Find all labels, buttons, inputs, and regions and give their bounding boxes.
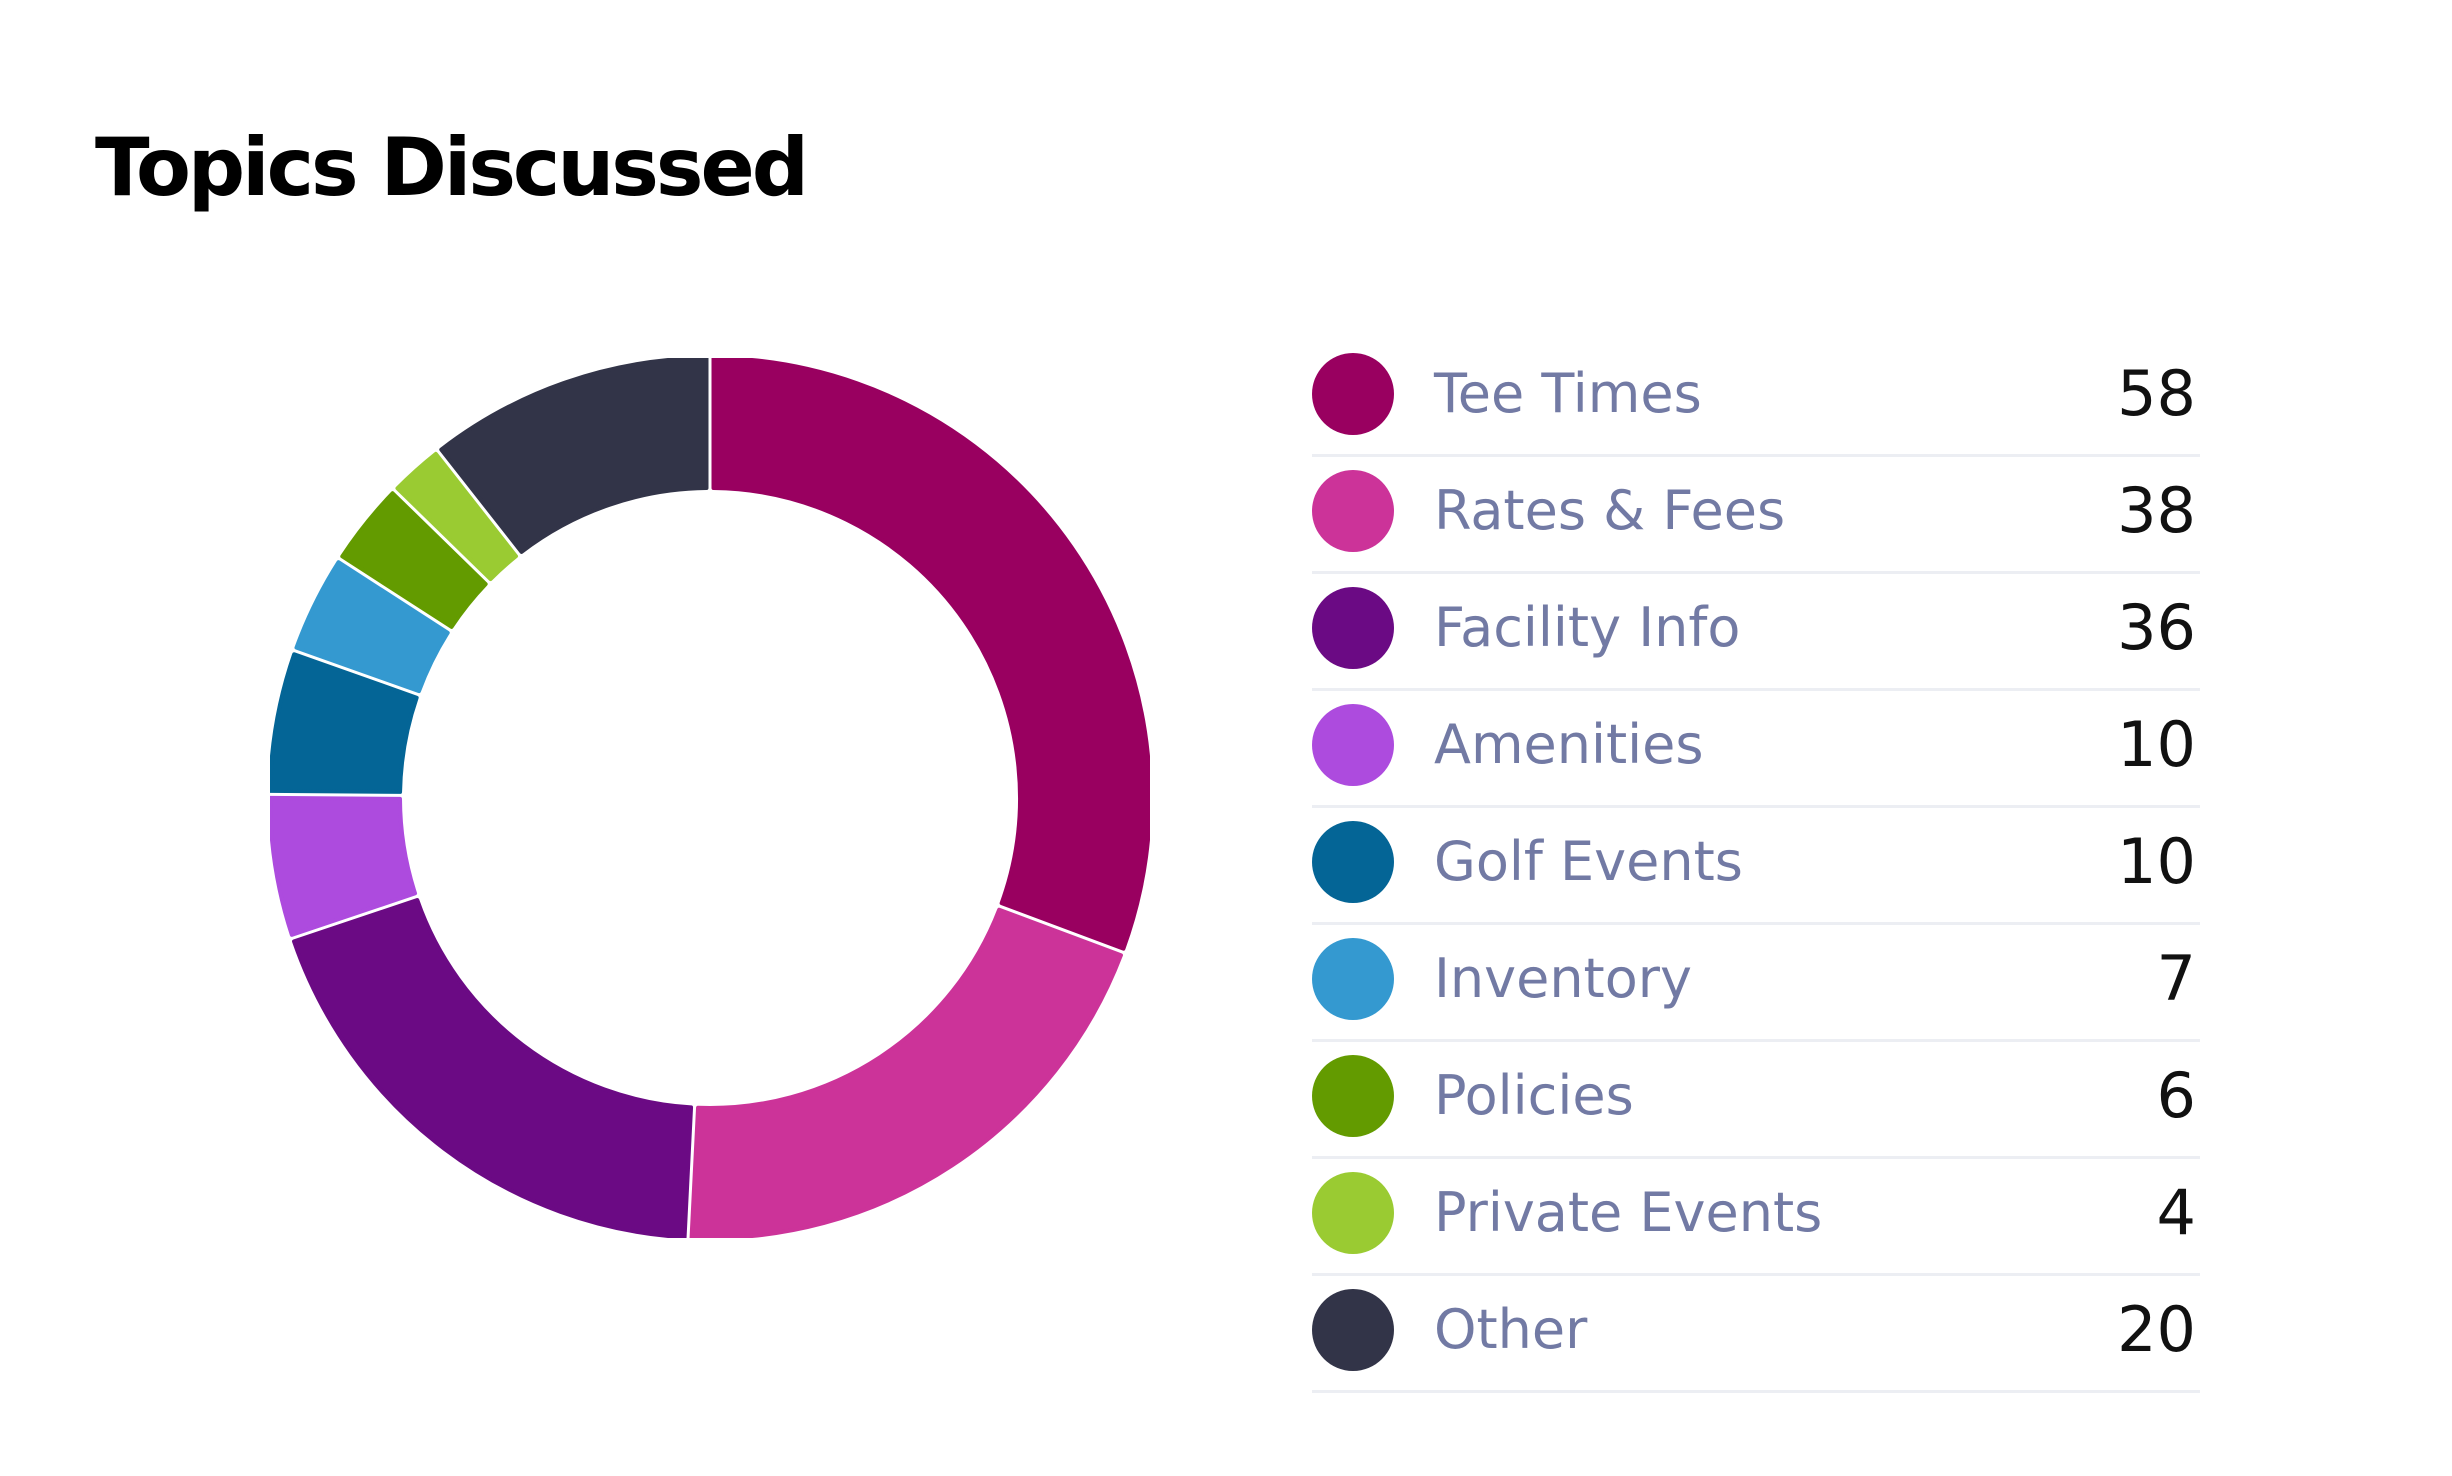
- chart-title: Topics Discussed: [95, 121, 809, 214]
- legend-value: 7: [2156, 942, 2196, 1015]
- legend-label: Tee Times: [1434, 362, 1702, 425]
- legend-item-amenities[interactable]: Amenities 10: [1312, 691, 2200, 808]
- legend-label: Rates & Fees: [1434, 479, 1786, 542]
- legend-value: 10: [2117, 708, 2196, 781]
- donut-slice-tee-times[interactable]: [711, 358, 1151, 951]
- legend-label: Private Events: [1434, 1181, 1823, 1244]
- donut-chart-svg: [270, 358, 1150, 1238]
- legend-item-private-events[interactable]: Private Events 4: [1312, 1159, 2200, 1276]
- legend-value: 38: [2117, 474, 2196, 547]
- donut-slice-policies[interactable]: [340, 491, 488, 629]
- donut-chart: [270, 358, 1150, 1238]
- legend-label: Policies: [1434, 1064, 1634, 1127]
- legend-value: 36: [2117, 591, 2196, 664]
- legend-swatch: [1312, 1172, 1394, 1254]
- legend-item-policies[interactable]: Policies 6: [1312, 1042, 2200, 1159]
- legend-item-facility-info[interactable]: Facility Info 36: [1312, 574, 2200, 691]
- legend-value: 4: [2156, 1176, 2196, 1249]
- legend-swatch: [1312, 1289, 1394, 1371]
- legend-label: Facility Info: [1434, 596, 1741, 659]
- donut-slice-rates-and-fees[interactable]: [689, 907, 1123, 1238]
- donut-slice-facility-info[interactable]: [292, 898, 694, 1238]
- legend-value: 6: [2156, 1059, 2196, 1132]
- legend-swatch: [1312, 821, 1394, 903]
- legend-swatch: [1312, 704, 1394, 786]
- legend-item-inventory[interactable]: Inventory 7: [1312, 925, 2200, 1042]
- legend-value: 20: [2117, 1293, 2196, 1366]
- chart-legend: Tee Times 58 Rates & Fees 38 Facility Info 36…: [1312, 340, 2200, 1393]
- donut-slice-amenities[interactable]: [270, 795, 418, 937]
- legend-value: 10: [2117, 825, 2196, 898]
- legend-item-other[interactable]: Other 20: [1312, 1276, 2200, 1393]
- donut-slice-other[interactable]: [439, 358, 709, 554]
- legend-swatch: [1312, 938, 1394, 1020]
- legend-label: Amenities: [1434, 713, 1704, 776]
- donut-slice-inventory[interactable]: [294, 560, 450, 694]
- legend-swatch: [1312, 1055, 1394, 1137]
- donut-slice-private-events[interactable]: [395, 451, 518, 582]
- donut-slice-golf-events[interactable]: [270, 652, 419, 794]
- legend-item-rates-and-fees[interactable]: Rates & Fees 38: [1312, 457, 2200, 574]
- legend-swatch: [1312, 470, 1394, 552]
- legend-value: 58: [2117, 357, 2196, 430]
- legend-label: Inventory: [1434, 947, 1692, 1010]
- legend-swatch: [1312, 353, 1394, 435]
- legend-label: Golf Events: [1434, 830, 1743, 893]
- legend-label: Other: [1434, 1298, 1588, 1361]
- legend-item-tee-times[interactable]: Tee Times 58: [1312, 340, 2200, 457]
- legend-item-golf-events[interactable]: Golf Events 10: [1312, 808, 2200, 925]
- legend-swatch: [1312, 587, 1394, 669]
